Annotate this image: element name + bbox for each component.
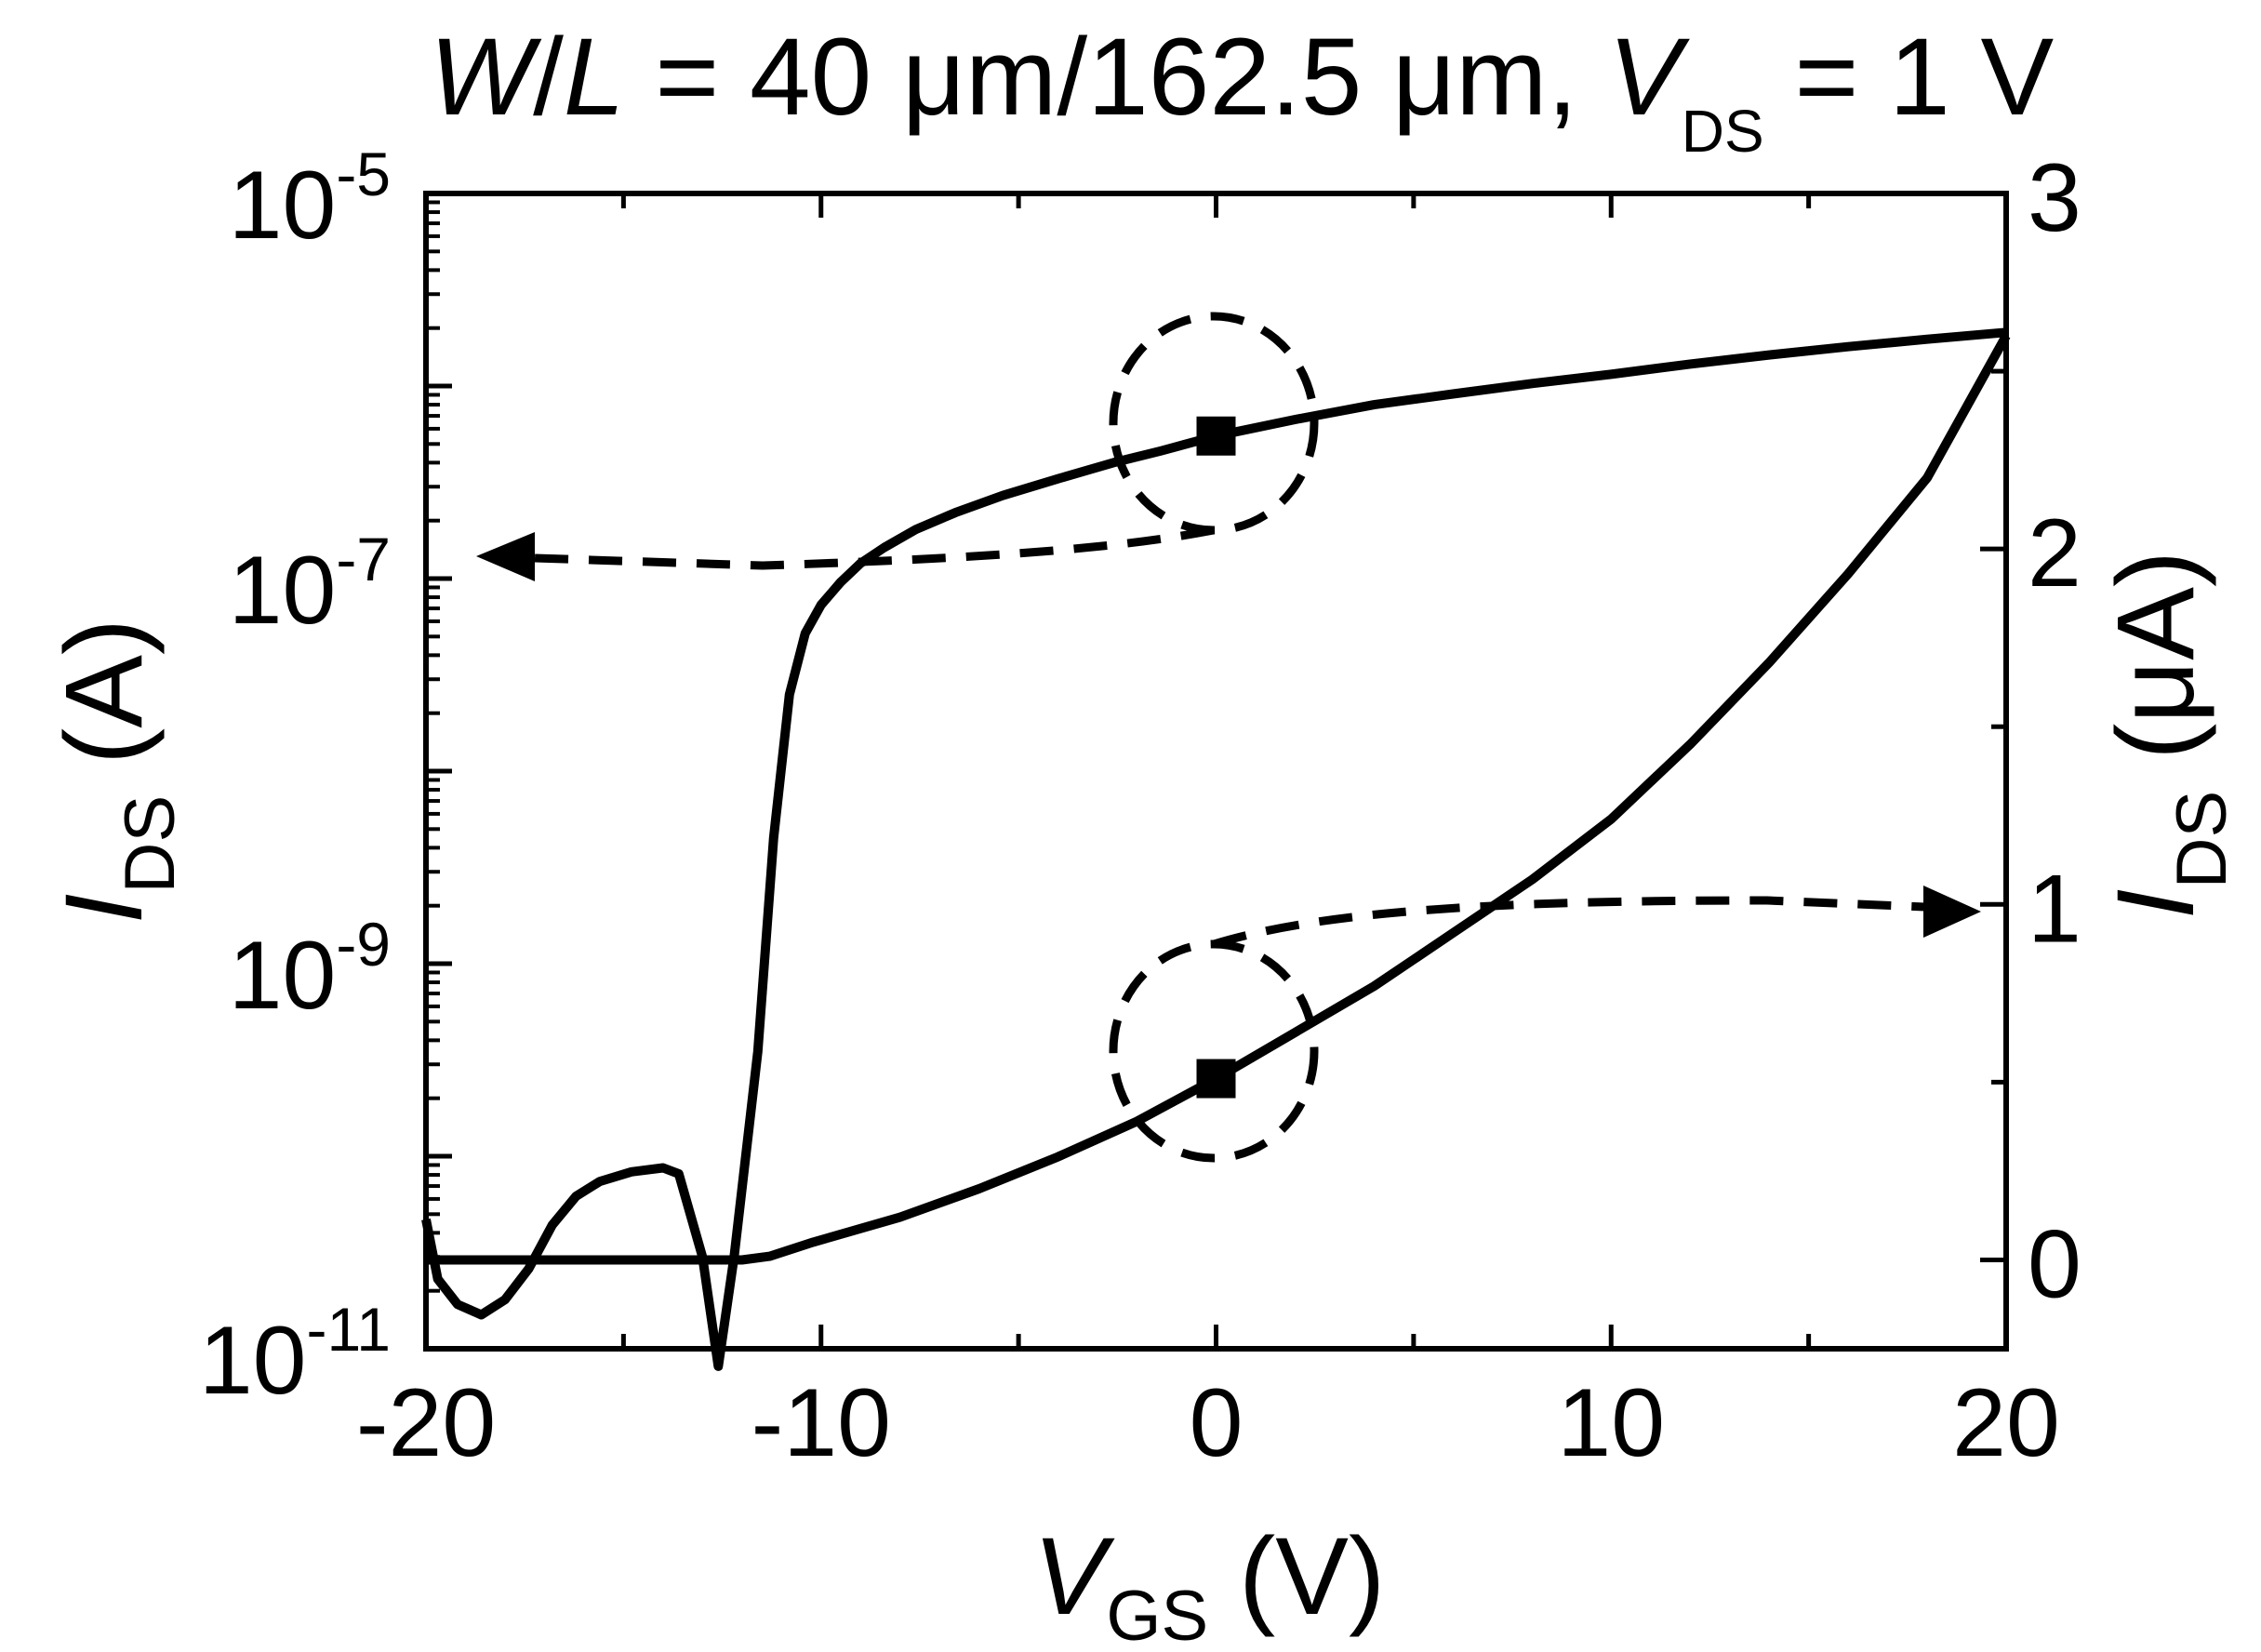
marker-log-square: [1196, 416, 1236, 456]
plot-frame: [423, 191, 2009, 1352]
y-right-tick-label: 3: [2028, 144, 2081, 252]
annotation-lower-circle: [1109, 939, 1319, 1163]
y-left-tick-label: 10-5: [229, 140, 391, 260]
y-right-tick-label: 2: [2028, 500, 2081, 607]
x-tick-label: -20: [356, 1369, 496, 1477]
series-linear-current: [426, 333, 2011, 1265]
x-tick-label: -10: [751, 1369, 891, 1477]
annotation-upper-arrowhead: [476, 532, 535, 581]
annotation-lower-arrowhead: [1923, 886, 1981, 938]
annotation-lower: [1109, 896, 1926, 1163]
annotation-upper-arrow-line: [534, 526, 1215, 570]
y-right-tick-labels: 0 1 2 3: [2028, 144, 2081, 1318]
marker-linear-square: [1196, 1059, 1236, 1099]
y-right-tick-label: 1: [2028, 855, 2081, 963]
x-tick-label: 0: [1190, 1369, 1244, 1477]
chart-title: W/L = 40 μm/162.5 μm, VDS = 1 V: [430, 16, 2055, 165]
axis-ticks: [423, 191, 2009, 1352]
annotation-lower-arrow-line: [1212, 896, 1926, 949]
y-left-tick-labels: 10-5 10-7 10-9 10-11: [199, 140, 391, 1415]
x-tick-label: 20: [1952, 1369, 2060, 1477]
annotation-upper: [534, 312, 1319, 570]
y-left-tick-label: 10-7: [229, 525, 391, 645]
y-right-axis-label: IDS (μA): [2095, 551, 2241, 919]
y-left-axis-label: IDS (A): [43, 619, 190, 924]
x-tick-labels: -20 -10 0 10 20: [356, 1369, 2060, 1477]
y-left-tick-label: 10-11: [199, 1295, 391, 1415]
series-log-current: [421, 327, 2007, 1371]
y-right-tick-label: 0: [2028, 1210, 2081, 1318]
y-left-tick-label: 10-9: [229, 910, 391, 1030]
x-axis-label: VGS (V): [1033, 1515, 1386, 1652]
x-tick-label: 10: [1557, 1369, 1665, 1477]
